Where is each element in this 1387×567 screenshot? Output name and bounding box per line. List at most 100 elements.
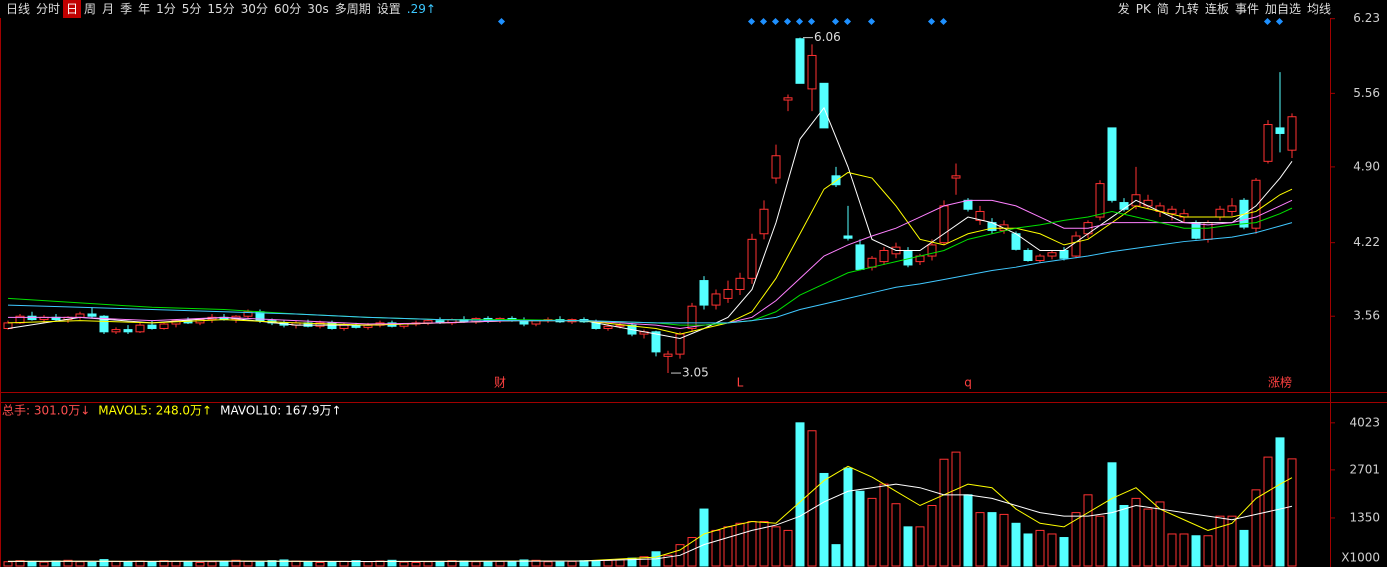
- volume-bar: [615, 559, 625, 567]
- volume-bar: [543, 561, 553, 567]
- candle-body: [735, 277, 745, 290]
- toolbar-button[interactable]: 连板: [1204, 2, 1229, 16]
- volume-bar: [891, 503, 901, 567]
- volume-bar: [1071, 512, 1081, 567]
- volume-bar: [39, 561, 49, 567]
- y-tick-label: 5.56: [1353, 86, 1380, 100]
- diamond: [783, 17, 792, 26]
- toolbar-button[interactable]: 事件: [1234, 2, 1259, 16]
- toolbar-button[interactable]: 60分: [273, 2, 302, 16]
- candle-body: [1047, 252, 1057, 257]
- candle-body: [327, 322, 337, 329]
- diamond: [843, 17, 852, 26]
- candle-body: [747, 238, 757, 279]
- volume-bar: [867, 497, 877, 567]
- y-tick-label: 4023: [1349, 415, 1380, 429]
- candle-body: [699, 280, 709, 306]
- ma-line: [7, 222, 1293, 324]
- candle-body: [783, 97, 793, 101]
- volume-bar: [99, 559, 109, 567]
- annotation-label: 3.05: [682, 366, 709, 380]
- event-label: 财: [494, 376, 506, 390]
- candle-body: [1071, 235, 1081, 257]
- toolbar-button[interactable]: 均线: [1306, 2, 1331, 16]
- toolbar-button[interactable]: 季: [120, 2, 133, 16]
- toolbar-button[interactable]: 加自选: [1264, 2, 1301, 16]
- volume-bar: [591, 560, 601, 567]
- y-tick-label: 2701: [1349, 462, 1380, 476]
- candle-body: [867, 257, 877, 268]
- candle-body: [1287, 116, 1297, 151]
- toolbar-button[interactable]: PK: [1135, 2, 1151, 16]
- candle-body: [315, 322, 325, 327]
- toolbar-button[interactable]: 日线: [6, 2, 31, 16]
- volume-bar: [699, 508, 709, 567]
- volume-bar: [999, 513, 1009, 567]
- legend-entry: 总手: 301.0万↓: [2, 404, 90, 418]
- volume-bar: [351, 560, 361, 567]
- volume-bar: [567, 560, 577, 567]
- toolbar-button[interactable]: 1分: [156, 2, 176, 16]
- toolbar-button[interactable]: 九转: [1174, 2, 1199, 16]
- candle-body: [711, 293, 721, 306]
- toolbar-button[interactable]: 年: [138, 2, 151, 16]
- volume-bar: [987, 512, 997, 567]
- volume-bar: [1191, 535, 1201, 567]
- candle-body: [147, 324, 157, 329]
- plot-bg: [0, 18, 1330, 567]
- candle-body: [339, 324, 349, 329]
- candle-body: [879, 249, 889, 263]
- candle-body: [771, 155, 781, 179]
- toolbar-button[interactable]: 简: [1156, 2, 1169, 16]
- candle-body: [927, 244, 937, 257]
- toolbar-button[interactable]: 发: [1117, 2, 1130, 16]
- toolbar-button[interactable]: .29↑: [406, 2, 436, 16]
- volume-bar: [1179, 533, 1189, 567]
- volume-bar: [387, 559, 397, 567]
- volume-bar: [1035, 529, 1045, 567]
- candle-body: [159, 323, 169, 329]
- candle-body: [855, 244, 865, 270]
- toolbar-button[interactable]: 5分: [181, 2, 202, 16]
- candle-body: [1251, 179, 1261, 229]
- toolbar-button[interactable]: 30分: [240, 2, 268, 16]
- volume-bar: [87, 561, 97, 567]
- toolbar-button[interactable]: 设置: [376, 2, 401, 16]
- volume-bar: [807, 430, 817, 567]
- volume-bar: [831, 544, 841, 567]
- volume-bar: [747, 521, 757, 567]
- volume-bar: [951, 451, 961, 567]
- volume-bar: [15, 560, 25, 567]
- candle-body: [1263, 124, 1273, 162]
- toolbar-button[interactable]: 分时: [36, 2, 61, 16]
- toolbar-button[interactable]: 30s: [307, 2, 329, 16]
- event-label: L: [737, 376, 744, 390]
- unit-label: X1000: [1341, 551, 1380, 565]
- toolbar-button[interactable]: 周: [84, 2, 97, 16]
- toolbar-button[interactable]: 15分: [207, 2, 235, 16]
- volume-bar: [483, 561, 493, 567]
- volume-bar: [975, 512, 985, 567]
- legend-entry: MAVOL5: 248.0万↑: [98, 404, 212, 418]
- candle-body: [243, 311, 253, 317]
- ma-line: [7, 483, 1293, 562]
- candle-body: [1107, 127, 1117, 201]
- toolbar-button[interactable]: 日: [63, 0, 82, 18]
- candle-body: [615, 324, 625, 327]
- volume-bar: [1107, 462, 1117, 567]
- volume-bar: [363, 561, 373, 567]
- candle-body: [723, 288, 733, 299]
- volume-bar: [603, 559, 613, 567]
- toolbar-button[interactable]: 月: [102, 2, 115, 16]
- volume-bar: [171, 560, 181, 567]
- toolbar-left: 日线 分时日周月季年 1分 5分 15分 30分 60分 30s 多周期 设置 .29↑: [0, 0, 442, 18]
- y-tick-label: 3.56: [1353, 309, 1380, 323]
- volume-bar: [1047, 533, 1057, 567]
- volume-bar: [855, 490, 865, 567]
- toolbar: 日线 分时日周月季年 1分 5分 15分 30分 60分 30s 多周期 设置 .29↑ 发 PK 简九转…: [0, 0, 1387, 18]
- toolbar-button[interactable]: 多周期: [334, 2, 371, 16]
- candle-body: [999, 224, 1009, 231]
- volume-bar: [195, 561, 205, 567]
- candle-body: [123, 329, 133, 333]
- volume-bar: [963, 494, 973, 567]
